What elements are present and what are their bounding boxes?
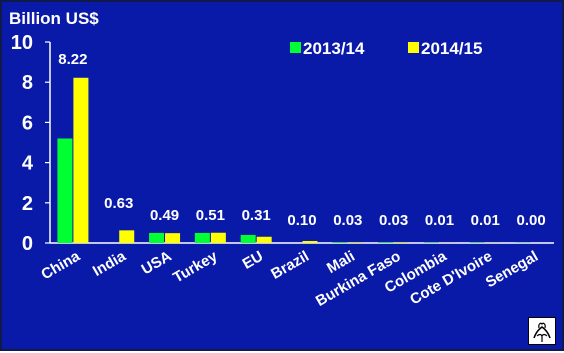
data-label: 0.03 — [379, 212, 408, 229]
data-label: 0.51 — [196, 207, 225, 224]
legend-label: 2014/15 — [421, 39, 482, 58]
legend-swatch — [290, 42, 301, 53]
data-label: 8.22 — [58, 51, 87, 68]
data-label: 0.03 — [333, 212, 362, 229]
x-tick-label: India — [90, 247, 129, 280]
x-tick-label: EU — [240, 248, 267, 273]
x-tick-label: USA — [139, 248, 175, 279]
x-tick-label: Brazil — [268, 248, 312, 283]
x-tick-label: China — [38, 247, 83, 283]
bar-series2 — [165, 233, 180, 243]
data-label: 0.01 — [471, 212, 500, 229]
bar-series2 — [73, 78, 88, 243]
data-label: 0.10 — [287, 212, 316, 229]
bar-series1 — [57, 138, 72, 243]
x-tick-label: Turkey — [170, 247, 221, 286]
data-label: 0.31 — [242, 207, 271, 224]
data-label: 0.01 — [425, 212, 454, 229]
y-tick-label: 10 — [11, 32, 33, 54]
legend-swatch — [408, 42, 419, 53]
y-tick-label: 8 — [22, 72, 33, 94]
x-tick-label: Senegal — [483, 248, 541, 291]
bar-series2 — [348, 242, 363, 243]
y-axis-label: Billion US$ — [9, 9, 99, 28]
y-tick-label: 4 — [22, 153, 34, 175]
y-tick-label: 2 — [22, 193, 33, 215]
cotton-boll-icon — [528, 317, 556, 345]
bar-series2 — [211, 233, 226, 243]
data-label: 0.49 — [150, 207, 179, 224]
bar-series2 — [119, 230, 134, 243]
bar-series2 — [394, 242, 409, 243]
y-tick-label: 0 — [22, 233, 33, 255]
bar-series1 — [378, 242, 393, 243]
data-label: 0.00 — [516, 212, 545, 229]
bar-series2 — [303, 241, 318, 243]
legend-label: 2013/14 — [303, 39, 365, 58]
bar-series1 — [241, 235, 256, 243]
y-tick-label: 6 — [22, 112, 33, 134]
bar-series1 — [149, 233, 164, 243]
bar-series2 — [257, 237, 272, 243]
bar-series1 — [332, 242, 347, 243]
bar-series1 — [195, 233, 210, 243]
data-label: 0.63 — [104, 195, 133, 212]
